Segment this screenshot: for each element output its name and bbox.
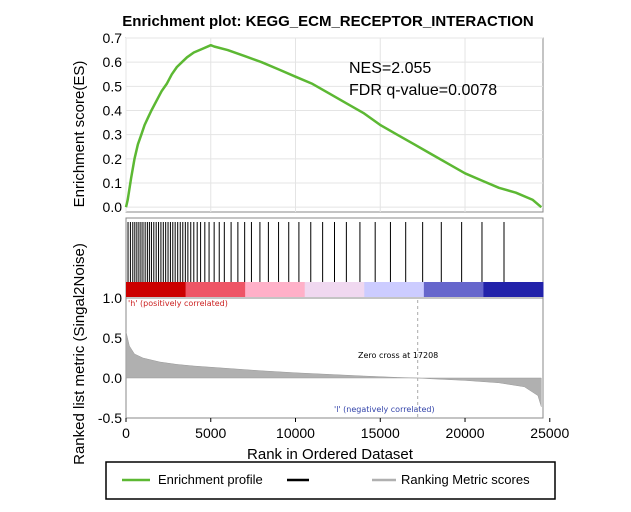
gradient-segment: [304, 282, 365, 297]
x-axis-label: Rank in Ordered Dataset: [247, 446, 414, 463]
fdr-text: FDR q-value=0.0078: [349, 82, 497, 99]
metric-y-ticks: -0.5 0.0 0.5 1.0: [98, 290, 122, 426]
zero-cross-label: Zero cross at 17208: [358, 351, 438, 360]
enrichment-profile-line: [124, 43, 543, 209]
es-y-tick-label: 0.1: [103, 175, 123, 191]
es-y-tick-label: 0.2: [103, 151, 123, 167]
metric-ylabel: Ranked list metric (Singal2Noise): [71, 243, 88, 465]
legend-box: [105, 461, 556, 500]
gradient-segment: [364, 282, 425, 297]
gradient-segment: [483, 282, 544, 297]
nes-text: NES=2.055: [349, 60, 431, 77]
metric-panel-frame: [125, 297, 544, 419]
es-y-ticks: 0.0 0.1 0.2 0.3 0.4 0.5 0.6 0.7: [103, 30, 123, 215]
es-gridlines: [125, 37, 543, 212]
ranking-metric-area: [125, 331, 542, 407]
es-y-tick-label: 0.7: [103, 30, 123, 46]
negative-label: 'l' (negatively correlated): [334, 405, 435, 414]
metric-y-tick-label: 0.5: [103, 330, 123, 346]
x-tick-label: 0: [122, 425, 130, 441]
es-y-tick-label: 0.5: [103, 78, 123, 94]
legend: Enrichment profile Ranking Metric scores: [105, 461, 556, 500]
legend-label-enrichment: Enrichment profile: [158, 472, 263, 487]
es-y-tick-label: 0.3: [103, 127, 123, 143]
metric-y-tick-label: 0.0: [103, 370, 123, 386]
es-ylabel: Enrichment score(ES): [71, 61, 88, 208]
es-y-tick-label: 0.4: [103, 103, 123, 119]
x-tick-label: 25000: [530, 425, 569, 441]
gradient-segment: [245, 282, 306, 297]
gradient-segment: [126, 282, 187, 297]
x-tick-label: 20000: [446, 425, 485, 441]
es-line-layer: [124, 43, 543, 209]
gradient-segment: [423, 282, 484, 297]
es-panel-frame: [125, 37, 544, 213]
es-y-tick-label: 0.0: [103, 199, 123, 215]
x-axis-ticks: 0 5000 10000 15000 20000 25000: [122, 418, 569, 441]
rank-gradient-bar: [126, 282, 544, 297]
hit-lines: [127, 222, 505, 282]
gradient-segment: [185, 282, 246, 297]
metric-y-tick-label: 1.0: [103, 290, 123, 306]
es-y-tick-label: 0.6: [103, 54, 123, 70]
x-tick-label: 10000: [276, 425, 315, 441]
metric-area-layer: [125, 331, 542, 407]
metric-y-tick-label: -0.5: [98, 410, 122, 426]
chart-title: Enrichment plot: KEGG_ECM_RECEPTOR_INTER…: [122, 13, 533, 30]
x-tick-label: 15000: [361, 425, 400, 441]
x-tick-label: 5000: [195, 425, 226, 441]
legend-label-metric: Ranking Metric scores: [401, 472, 530, 487]
positive-label: 'h' (positively correlated): [128, 299, 228, 308]
